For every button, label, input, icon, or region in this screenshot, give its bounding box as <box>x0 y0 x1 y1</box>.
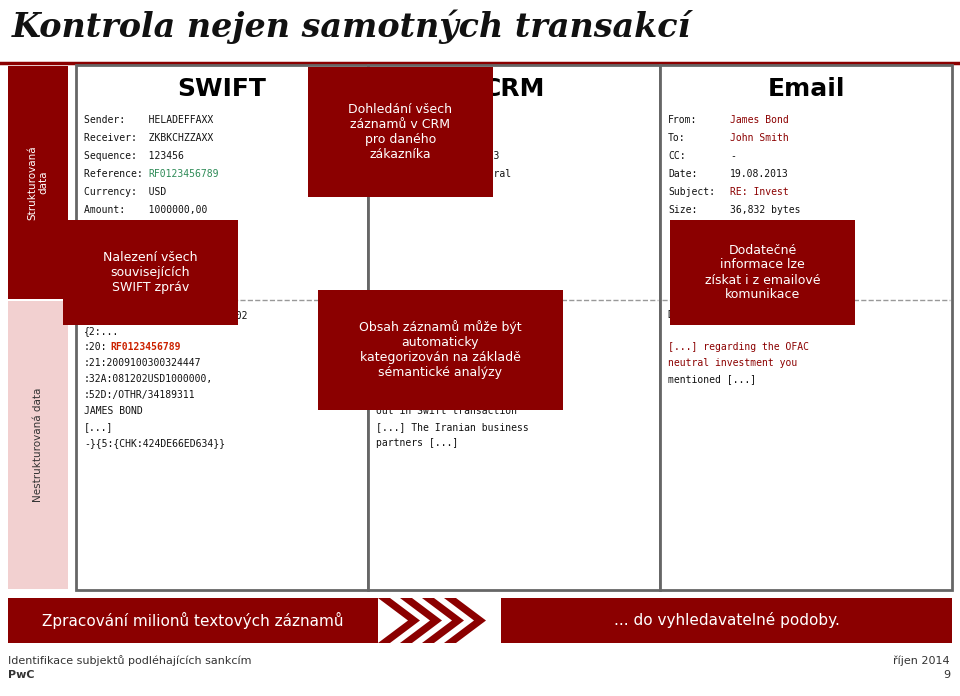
Text: instructed do [...] OFAC: instructed do [...] OFAC <box>376 374 517 384</box>
Bar <box>660 65 952 590</box>
Text: [...]: [...] <box>84 422 113 432</box>
Polygon shape <box>444 598 486 643</box>
Polygon shape <box>422 598 464 643</box>
Text: :20:: :20: <box>84 342 108 352</box>
Bar <box>63 220 238 325</box>
Text: Strukturovaná
data: Strukturovaná data <box>27 145 49 220</box>
Text: {1:F01HELADEFFAXXX2104562302: {1:F01HELADEFFAXXX2104562302 <box>84 310 249 320</box>
Text: Keywords:  OFAC neutral: Keywords: OFAC neutral <box>376 169 511 179</box>
Text: mentioned [...]: mentioned [...] <box>668 374 756 384</box>
Text: Dear Mr. Smith,: Dear Mr. Smith, <box>668 310 756 320</box>
Text: {2:...: {2:... <box>84 326 119 336</box>
Text: John Smith: John Smith <box>730 133 789 143</box>
Text: CC:: CC: <box>668 151 685 161</box>
Text: Dodatečné
informace lze
získat i z emailové
komunikace: Dodatečné informace lze získat i z email… <box>705 244 820 301</box>
Text: Date:: Date: <box>668 169 697 179</box>
Text: ... do vyhledavatelné podoby.: ... do vyhledavatelné podoby. <box>613 612 839 628</box>
Text: :21:2009100300324447: :21:2009100300324447 <box>84 358 202 368</box>
Text: Mr. Smith: Mr. Smith <box>376 115 429 125</box>
Bar <box>318 290 563 410</box>
Text: Obsah záznamů může být
automaticky
kategorizován na základě
sémantické analýzy: Obsah záznamů může být automaticky kateg… <box>359 321 522 379</box>
Text: :32A:081202USD1000000,: :32A:081202USD1000000, <box>84 374 213 384</box>
Text: 19.08.2013: 19.08.2013 <box>730 169 789 179</box>
Bar <box>368 65 660 590</box>
Text: ...instructed 19...: ...instructed 19... <box>376 342 488 352</box>
Text: [...]: [...] <box>668 223 697 233</box>
Text: Nalezení všech
souvisejících
SWIFT zpráv: Nalezení všech souvisejících SWIFT zpráv <box>104 251 198 294</box>
Text: -: - <box>730 151 736 161</box>
Bar <box>8 598 378 643</box>
Text: neutral investment you: neutral investment you <box>668 358 797 368</box>
Text: 9: 9 <box>943 670 950 680</box>
Text: Zpracování milionů textových záznamů: Zpracování milionů textových záznamů <box>42 612 344 629</box>
Text: Email: Email <box>767 77 845 101</box>
Text: Amount:    1000000,00: Amount: 1000000,00 <box>84 205 207 215</box>
Text: Size:: Size: <box>668 205 697 215</box>
Text: SWIFT: SWIFT <box>178 77 267 101</box>
Text: JAMES BOND: JAMES BOND <box>84 406 143 416</box>
Bar <box>670 220 855 325</box>
Text: Identifikace subjektů podléhajících sankcím: Identifikace subjektů podléhajících sank… <box>8 655 252 666</box>
Text: Date:      22.08.2013: Date: 22.08.2013 <box>376 151 499 161</box>
Text: 36,832 bytes: 36,832 bytes <box>730 205 801 215</box>
Bar <box>8 66 68 299</box>
Text: RF0123456789: RF0123456789 <box>110 342 180 352</box>
Text: PwC: PwC <box>8 670 35 680</box>
Text: From:: From: <box>668 115 697 125</box>
Text: RF0123456789: RF0123456789 <box>148 169 219 179</box>
Text: Kontrola nejen samotných transakcí: Kontrola nejen samotných transakcí <box>12 10 691 45</box>
Text: neutral payment [...] carried: neutral payment [...] carried <box>376 390 546 400</box>
Polygon shape <box>378 598 420 643</box>
Text: RE: Invest: RE: Invest <box>730 187 789 197</box>
Text: James Bond: James Bond <box>730 115 789 125</box>
Text: Dohledání všech
záznamů v CRM
pro daného
zákazníka: Dohledání všech záznamů v CRM pro daného… <box>348 103 452 161</box>
Text: :52D:/OTHR/34189311: :52D:/OTHR/34189311 <box>84 390 196 400</box>
Bar <box>76 65 368 590</box>
Text: out in Swift transaction: out in Swift transaction <box>376 406 517 416</box>
Text: CRM: CRM <box>483 77 545 101</box>
Text: James Bond: James Bond <box>376 133 435 143</box>
Text: Currency:  USD: Currency: USD <box>84 187 166 197</box>
Text: To:: To: <box>668 133 685 143</box>
Text: [...] regarding the OFAC: [...] regarding the OFAC <box>668 342 809 352</box>
Text: Nestrukturovaná data: Nestrukturovaná data <box>33 388 43 503</box>
Text: -}{5:{CHK:424DE66ED634}}: -}{5:{CHK:424DE66ED634}} <box>84 438 225 448</box>
Text: 22.08.2013: 22.08.2013 <box>376 326 435 336</box>
Text: partners [...]: partners [...] <box>376 438 458 448</box>
Polygon shape <box>400 598 442 643</box>
Bar <box>308 67 493 197</box>
Bar <box>501 598 952 643</box>
Text: [...] The Iranian business: [...] The Iranian business <box>376 422 529 432</box>
Bar <box>8 301 68 589</box>
Text: Category:  Minutes: Category: Minutes <box>376 187 482 197</box>
Text: James Bond: James Bond <box>376 310 435 320</box>
Text: Subject:: Subject: <box>668 187 715 197</box>
Text: James Bond: James Bond <box>376 358 435 368</box>
Text: Sequence:  123456: Sequence: 123456 <box>84 151 184 161</box>
Text: Sender:    HELADEFFAXX: Sender: HELADEFFAXX <box>84 115 213 125</box>
Text: Receiver:  ZKBKCHZZAXX: Receiver: ZKBKCHZZAXX <box>84 133 213 143</box>
Text: říjen 2014: říjen 2014 <box>894 655 950 665</box>
Text: Reference:: Reference: <box>84 169 149 179</box>
